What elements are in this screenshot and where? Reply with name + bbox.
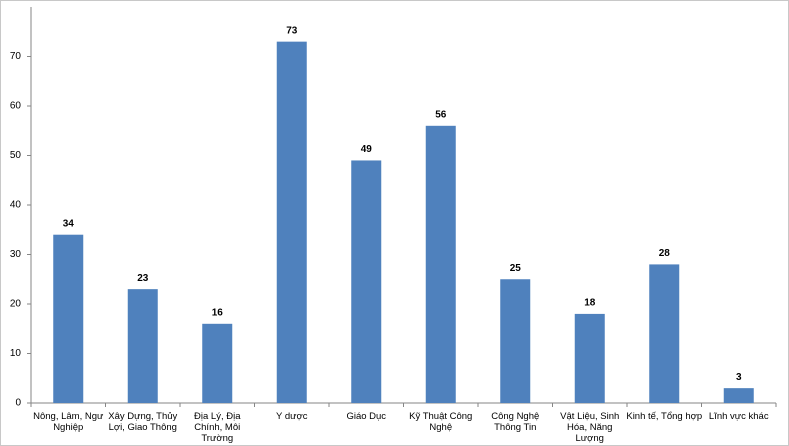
y-tick-label: 40 (10, 200, 22, 211)
data-label: 56 (435, 109, 447, 120)
data-label: 16 (212, 307, 224, 318)
data-label: 18 (584, 298, 596, 309)
bar (351, 160, 382, 403)
x-tick-label: Kinh tế, Tổng hợp (626, 411, 703, 422)
y-tick-label: 70 (10, 51, 22, 62)
data-label: 25 (510, 263, 522, 274)
y-tick-label: 50 (10, 150, 22, 161)
y-tick-label: 30 (10, 249, 22, 260)
data-label: 34 (63, 218, 75, 229)
bar (276, 41, 307, 404)
bar (723, 388, 754, 403)
y-tick-label: 60 (10, 101, 22, 112)
x-tick-label: Lĩnh vực khác (708, 411, 769, 422)
x-tick-label: Nông, Lâm, Ngư Nghiệp (33, 411, 104, 433)
bar (649, 264, 680, 403)
bar (425, 125, 456, 404)
y-tick-label: 0 (15, 398, 21, 409)
x-tick-label: Y dược (276, 411, 308, 422)
bar (127, 289, 158, 403)
data-label: 23 (137, 273, 149, 284)
data-label: 3 (736, 372, 742, 383)
x-tick-label: Giáo Dục (346, 411, 387, 422)
data-label: 28 (659, 248, 671, 259)
data-label: 49 (361, 144, 373, 155)
bar (53, 234, 84, 403)
data-label: 73 (286, 25, 298, 36)
x-tick-label: Xây Dựng, Thủy Lợi, Giao Thông (108, 411, 178, 433)
y-tick-label: 10 (10, 348, 22, 359)
bar (574, 313, 605, 403)
bar (500, 279, 531, 403)
y-tick-label: 20 (10, 299, 22, 310)
x-tick-label: Kỹ Thuật Công Nghệ (409, 411, 473, 433)
x-tick-label: Địa Lý, Địa Chính, Môi Trường (194, 411, 241, 444)
x-tick-label: Công Nghệ Thông Tin (491, 411, 540, 433)
bar (202, 323, 233, 403)
x-tick-label: Vật Liệu, Sinh Hóa, Năng Lượng (560, 411, 620, 444)
